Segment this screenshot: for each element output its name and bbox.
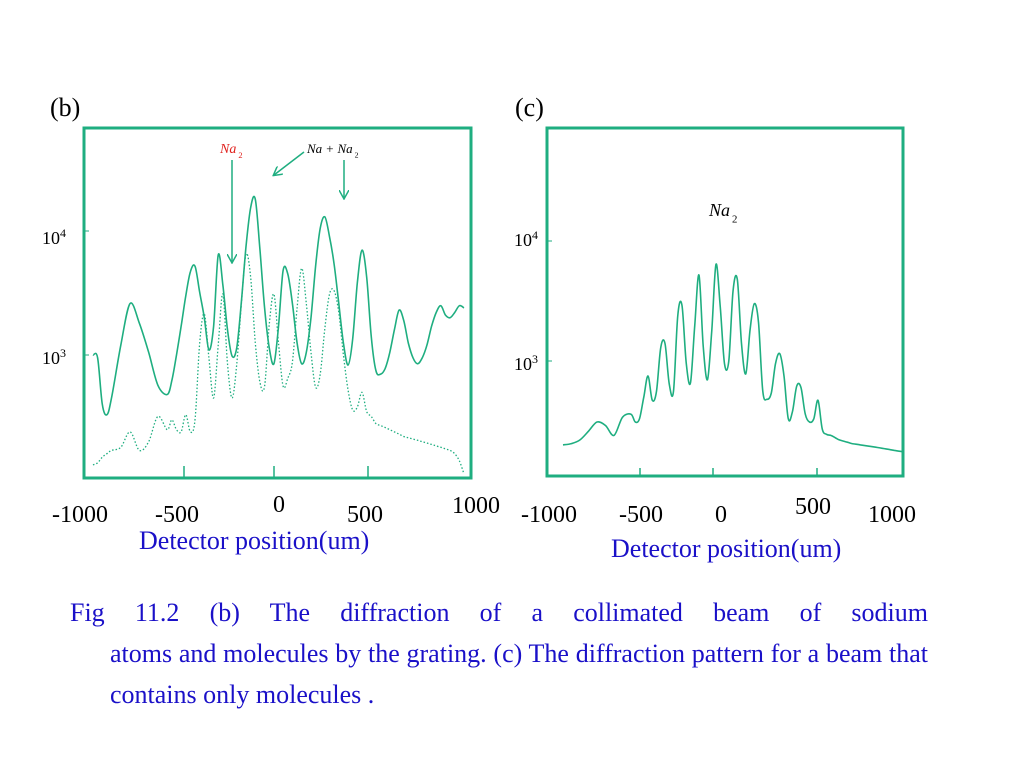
series-line-c-solid (562, 263, 904, 453)
c-xtick-1000: 1000 (868, 502, 916, 528)
c-xtick--1000: -1000 (521, 502, 577, 528)
annotation-na2-b: Na 2 (219, 142, 243, 160)
plot-frame-c (545, 126, 905, 478)
b-ytick-1e4: 104 (42, 226, 66, 248)
figure-caption: Fig 11.2 (b) The diffraction of a collim… (70, 592, 928, 715)
c-ytick-1e4: 104 (514, 228, 538, 250)
series-line-b-solid (92, 195, 465, 416)
series-line-b-dotted (92, 252, 465, 475)
panel-label-b: (b) (50, 93, 81, 122)
b-xtick-500: 500 (347, 502, 383, 528)
b-x-axis-label: Detector position(um) (139, 526, 370, 555)
c-xtick--500: -500 (619, 502, 663, 528)
b-xtick--1000: -1000 (52, 502, 108, 528)
caption-line-1: Fig 11.2 (b) The diffraction of a collim… (70, 598, 928, 627)
panel-label-c: (c) (515, 93, 544, 122)
c-xtick-500: 500 (795, 494, 831, 520)
series-group-b (92, 195, 465, 475)
caption-rest: atoms and molecules by the grating. (c) … (110, 639, 928, 709)
c-xtick-0: 0 (715, 502, 727, 528)
b-ytick-1e3: 103 (42, 346, 66, 368)
annotation-na-plus-na2-b: Na + Na 2 (306, 141, 359, 160)
plot-frame-b (82, 126, 473, 480)
series-group-c (562, 263, 904, 453)
annotation-arrow-peak (274, 151, 305, 175)
annotation-na2-c: Na 2 (708, 200, 737, 225)
b-xtick-0: 0 (273, 492, 285, 518)
c-x-axis-label: Detector position(um) (611, 534, 842, 563)
b-xtick-1000: 1000 (452, 493, 500, 519)
b-xtick--500: -500 (155, 502, 199, 528)
c-ytick-1e3: 103 (514, 352, 538, 374)
